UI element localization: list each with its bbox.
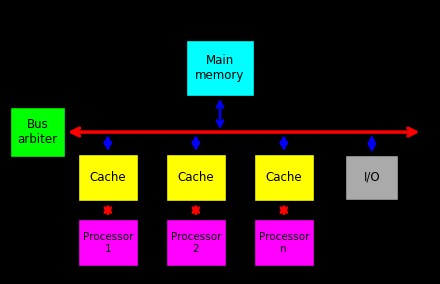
FancyBboxPatch shape bbox=[345, 156, 398, 199]
Text: Processor
2: Processor 2 bbox=[171, 232, 221, 254]
FancyBboxPatch shape bbox=[166, 219, 225, 266]
Text: Processor
n: Processor n bbox=[259, 232, 309, 254]
Text: Cache: Cache bbox=[265, 171, 302, 184]
FancyBboxPatch shape bbox=[10, 107, 65, 157]
Text: Main
memory: Main memory bbox=[195, 54, 245, 82]
FancyBboxPatch shape bbox=[254, 219, 314, 266]
FancyBboxPatch shape bbox=[78, 219, 138, 266]
Text: I/O: I/O bbox=[363, 171, 380, 184]
Text: Processor
1: Processor 1 bbox=[83, 232, 133, 254]
Text: Cache: Cache bbox=[177, 171, 214, 184]
Text: Cache: Cache bbox=[89, 171, 126, 184]
FancyBboxPatch shape bbox=[186, 41, 254, 96]
Text: Bus
arbiter: Bus arbiter bbox=[17, 118, 58, 146]
FancyBboxPatch shape bbox=[254, 154, 314, 201]
FancyBboxPatch shape bbox=[78, 154, 138, 201]
FancyBboxPatch shape bbox=[166, 154, 225, 201]
